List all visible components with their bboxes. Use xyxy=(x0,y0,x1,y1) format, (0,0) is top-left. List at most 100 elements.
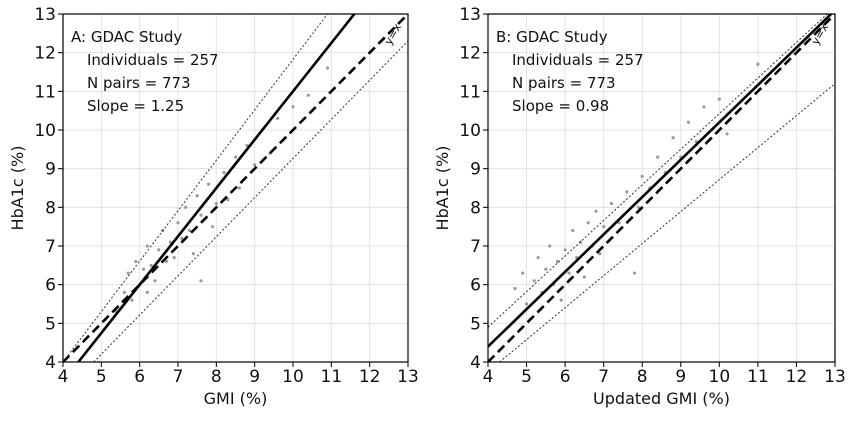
x-tick-label: 6 xyxy=(134,367,145,387)
y-tick-label: 13 xyxy=(34,5,56,25)
data-point xyxy=(306,93,310,97)
data-point xyxy=(636,205,640,209)
data-point xyxy=(524,302,529,306)
data-point xyxy=(276,116,280,120)
y-tick-label: 13 xyxy=(459,5,481,25)
x-tick-label: 11 xyxy=(321,367,343,387)
x-tick-label: 12 xyxy=(786,367,808,387)
annotation: A: GDAC Study xyxy=(71,28,182,46)
data-point xyxy=(180,236,184,240)
y-tick-label: 8 xyxy=(45,198,56,218)
x-tick-label: 5 xyxy=(96,367,107,387)
fit-line xyxy=(488,14,828,328)
data-point xyxy=(145,290,149,294)
x-tick-label: 10 xyxy=(282,367,304,387)
x-tick-label: 13 xyxy=(824,367,846,387)
fit-line xyxy=(499,83,835,362)
data-point xyxy=(586,221,590,225)
y-tick-label: 12 xyxy=(459,44,481,64)
data-point xyxy=(563,248,567,252)
data-point xyxy=(640,174,644,178)
annotation: B: GDAC Study xyxy=(496,28,608,46)
data-point xyxy=(141,267,146,271)
fit-line xyxy=(63,14,408,362)
data-point xyxy=(555,259,560,264)
data-point xyxy=(702,105,706,109)
x-axis-label: Updated GMI (%) xyxy=(593,389,730,408)
data-point xyxy=(214,201,218,206)
annotation: N pairs = 773 xyxy=(512,74,616,92)
x-tick-label: 11 xyxy=(747,367,769,387)
x-tick-label: 13 xyxy=(397,367,419,387)
plot-frame xyxy=(62,13,409,363)
data-point xyxy=(145,244,149,248)
x-tick-label: 5 xyxy=(521,367,532,387)
fit-line xyxy=(63,14,328,362)
x-axis-label: GMI (%) xyxy=(204,389,268,408)
data-point xyxy=(149,263,153,267)
data-point xyxy=(559,298,563,302)
data-point xyxy=(237,186,241,190)
annotation: N pairs = 773 xyxy=(87,74,191,92)
data-point xyxy=(513,286,517,291)
y-tick-label: 5 xyxy=(45,314,56,334)
y-tick-label: 10 xyxy=(459,121,481,141)
y-axis-label: HbA1c (%) xyxy=(8,146,27,231)
y-tick-label: 6 xyxy=(45,276,56,296)
x-tick-label: 4 xyxy=(483,367,494,387)
line-label: y=x xyxy=(809,21,832,47)
data-point xyxy=(582,275,586,279)
data-point xyxy=(609,201,613,206)
data-point xyxy=(126,271,130,275)
data-point xyxy=(686,120,691,124)
data-point xyxy=(544,267,548,271)
y-tick-label: 11 xyxy=(459,82,481,102)
data-point xyxy=(210,225,215,229)
data-point xyxy=(717,97,721,101)
x-tick-label: 7 xyxy=(598,367,609,387)
data-point xyxy=(184,205,188,209)
y-tick-label: 11 xyxy=(34,82,56,102)
data-point xyxy=(222,170,226,175)
data-point xyxy=(325,66,330,70)
data-point xyxy=(226,198,230,202)
x-tick-label: 4 xyxy=(58,367,69,387)
fit-line xyxy=(77,14,356,362)
data-point xyxy=(536,256,540,260)
plot-area xyxy=(488,14,835,362)
data-point xyxy=(176,221,180,225)
annotation: Slope = 1.25 xyxy=(87,97,184,115)
y-tick-label: 8 xyxy=(470,198,481,218)
y-tick-label: 4 xyxy=(470,353,481,373)
x-tick-label: 8 xyxy=(637,367,648,387)
annotation: Individuals = 257 xyxy=(512,51,644,69)
data-point xyxy=(625,190,629,194)
y-tick-label: 7 xyxy=(45,237,56,257)
x-tick-label: 7 xyxy=(173,367,184,387)
data-point xyxy=(233,155,238,159)
data-point xyxy=(130,298,134,302)
annotation: Slope = 0.98 xyxy=(512,97,609,115)
x-tick-label: 10 xyxy=(709,367,731,387)
data-point xyxy=(199,213,203,217)
plot-area xyxy=(63,14,408,362)
data-point xyxy=(671,136,675,140)
data-point xyxy=(134,259,138,264)
data-point xyxy=(291,105,295,109)
y-tick-label: 4 xyxy=(45,353,56,373)
y-tick-label: 12 xyxy=(34,44,56,64)
data-point xyxy=(656,155,660,159)
fit-line xyxy=(488,14,835,362)
data-point xyxy=(594,209,598,213)
data-point xyxy=(195,194,199,198)
data-point xyxy=(191,252,195,256)
data-point xyxy=(725,132,729,136)
data-point xyxy=(207,182,211,186)
y-axis-label: HbA1c (%) xyxy=(433,146,452,231)
data-point xyxy=(153,279,157,283)
x-tick-label: 12 xyxy=(359,367,381,387)
data-point xyxy=(548,244,552,248)
fit-line xyxy=(488,14,833,348)
y-tick-label: 5 xyxy=(470,314,481,334)
y-tick-label: 6 xyxy=(470,276,481,296)
